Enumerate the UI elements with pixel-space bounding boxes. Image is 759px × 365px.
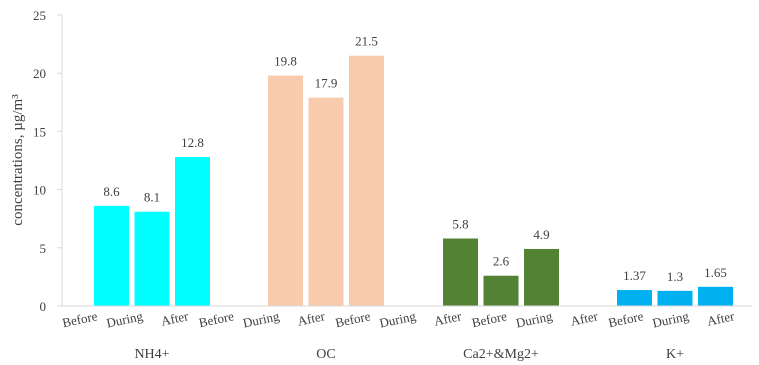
x-tick-label: During xyxy=(651,308,691,330)
bar xyxy=(483,275,519,306)
y-tick-label: 25 xyxy=(33,8,46,23)
x-tick-label: After xyxy=(569,308,600,329)
bar-value-label: 4.9 xyxy=(533,227,549,242)
bar-value-labels: 8.6 8.1 12.8 19.8 17.9 21.5 5.8 2.6 4.9 1.37 1.3 1.… xyxy=(103,34,727,284)
bar xyxy=(308,97,344,306)
bar xyxy=(657,290,693,306)
x-tick-label: During xyxy=(378,308,418,330)
group-label: NH4+ xyxy=(134,347,169,362)
y-axis-title: concentrations, µg/m³ xyxy=(10,94,26,226)
x-tick-label: Before xyxy=(334,308,372,330)
bar xyxy=(524,248,559,306)
bar-value-label: 19.8 xyxy=(274,54,297,69)
group-label: K+ xyxy=(666,347,684,362)
x-tick-label: During xyxy=(105,308,145,330)
bar-value-label: 12.8 xyxy=(181,135,204,150)
group-labels: NH4+ OC Ca2+&Mg2+ K+ xyxy=(134,347,684,362)
x-tick-label: After xyxy=(296,308,327,329)
x-tick-label: After xyxy=(706,308,737,329)
bar xyxy=(268,75,303,306)
group-label: Ca2+&Mg2+ xyxy=(463,347,539,362)
y-tick-label: 0 xyxy=(40,299,47,314)
bar xyxy=(175,157,210,306)
bar xyxy=(617,290,652,306)
x-tick-label: During xyxy=(514,308,554,330)
bar-value-label: 1.37 xyxy=(623,268,646,283)
x-tick-label: Before xyxy=(607,308,645,330)
x-tick-label: After xyxy=(433,308,464,329)
bar-value-label: 5.8 xyxy=(452,216,468,231)
x-tick-label: Before xyxy=(197,308,235,330)
bar xyxy=(94,205,129,306)
bar xyxy=(698,286,733,306)
y-tick-label: 10 xyxy=(33,183,46,198)
x-tick-label: During xyxy=(241,308,281,330)
bar-value-label: 2.6 xyxy=(493,254,510,269)
bar-value-label: 1.65 xyxy=(704,265,727,280)
bar-value-label: 8.1 xyxy=(144,190,160,205)
y-tick-label: 5 xyxy=(40,241,47,256)
bar-value-label: 21.5 xyxy=(355,34,378,49)
bar xyxy=(443,238,478,306)
bar-value-label: 1.3 xyxy=(667,269,683,284)
bar xyxy=(349,55,384,306)
y-tick-label: 15 xyxy=(33,124,46,139)
x-tick-label: After xyxy=(160,308,191,329)
x-tick-labels: Before During After Before During After Before… xyxy=(61,308,736,330)
bar-value-label: 17.9 xyxy=(315,76,338,91)
bar-value-label: 8.6 xyxy=(103,184,120,199)
y-axis: 0 5 10 15 20 25 xyxy=(33,8,63,314)
group-label: OC xyxy=(316,347,335,362)
x-tick-label: Before xyxy=(61,308,99,330)
y-tick-label: 20 xyxy=(33,66,46,81)
x-tick-label: Before xyxy=(470,308,508,330)
bars xyxy=(94,55,733,306)
bar xyxy=(134,211,170,306)
